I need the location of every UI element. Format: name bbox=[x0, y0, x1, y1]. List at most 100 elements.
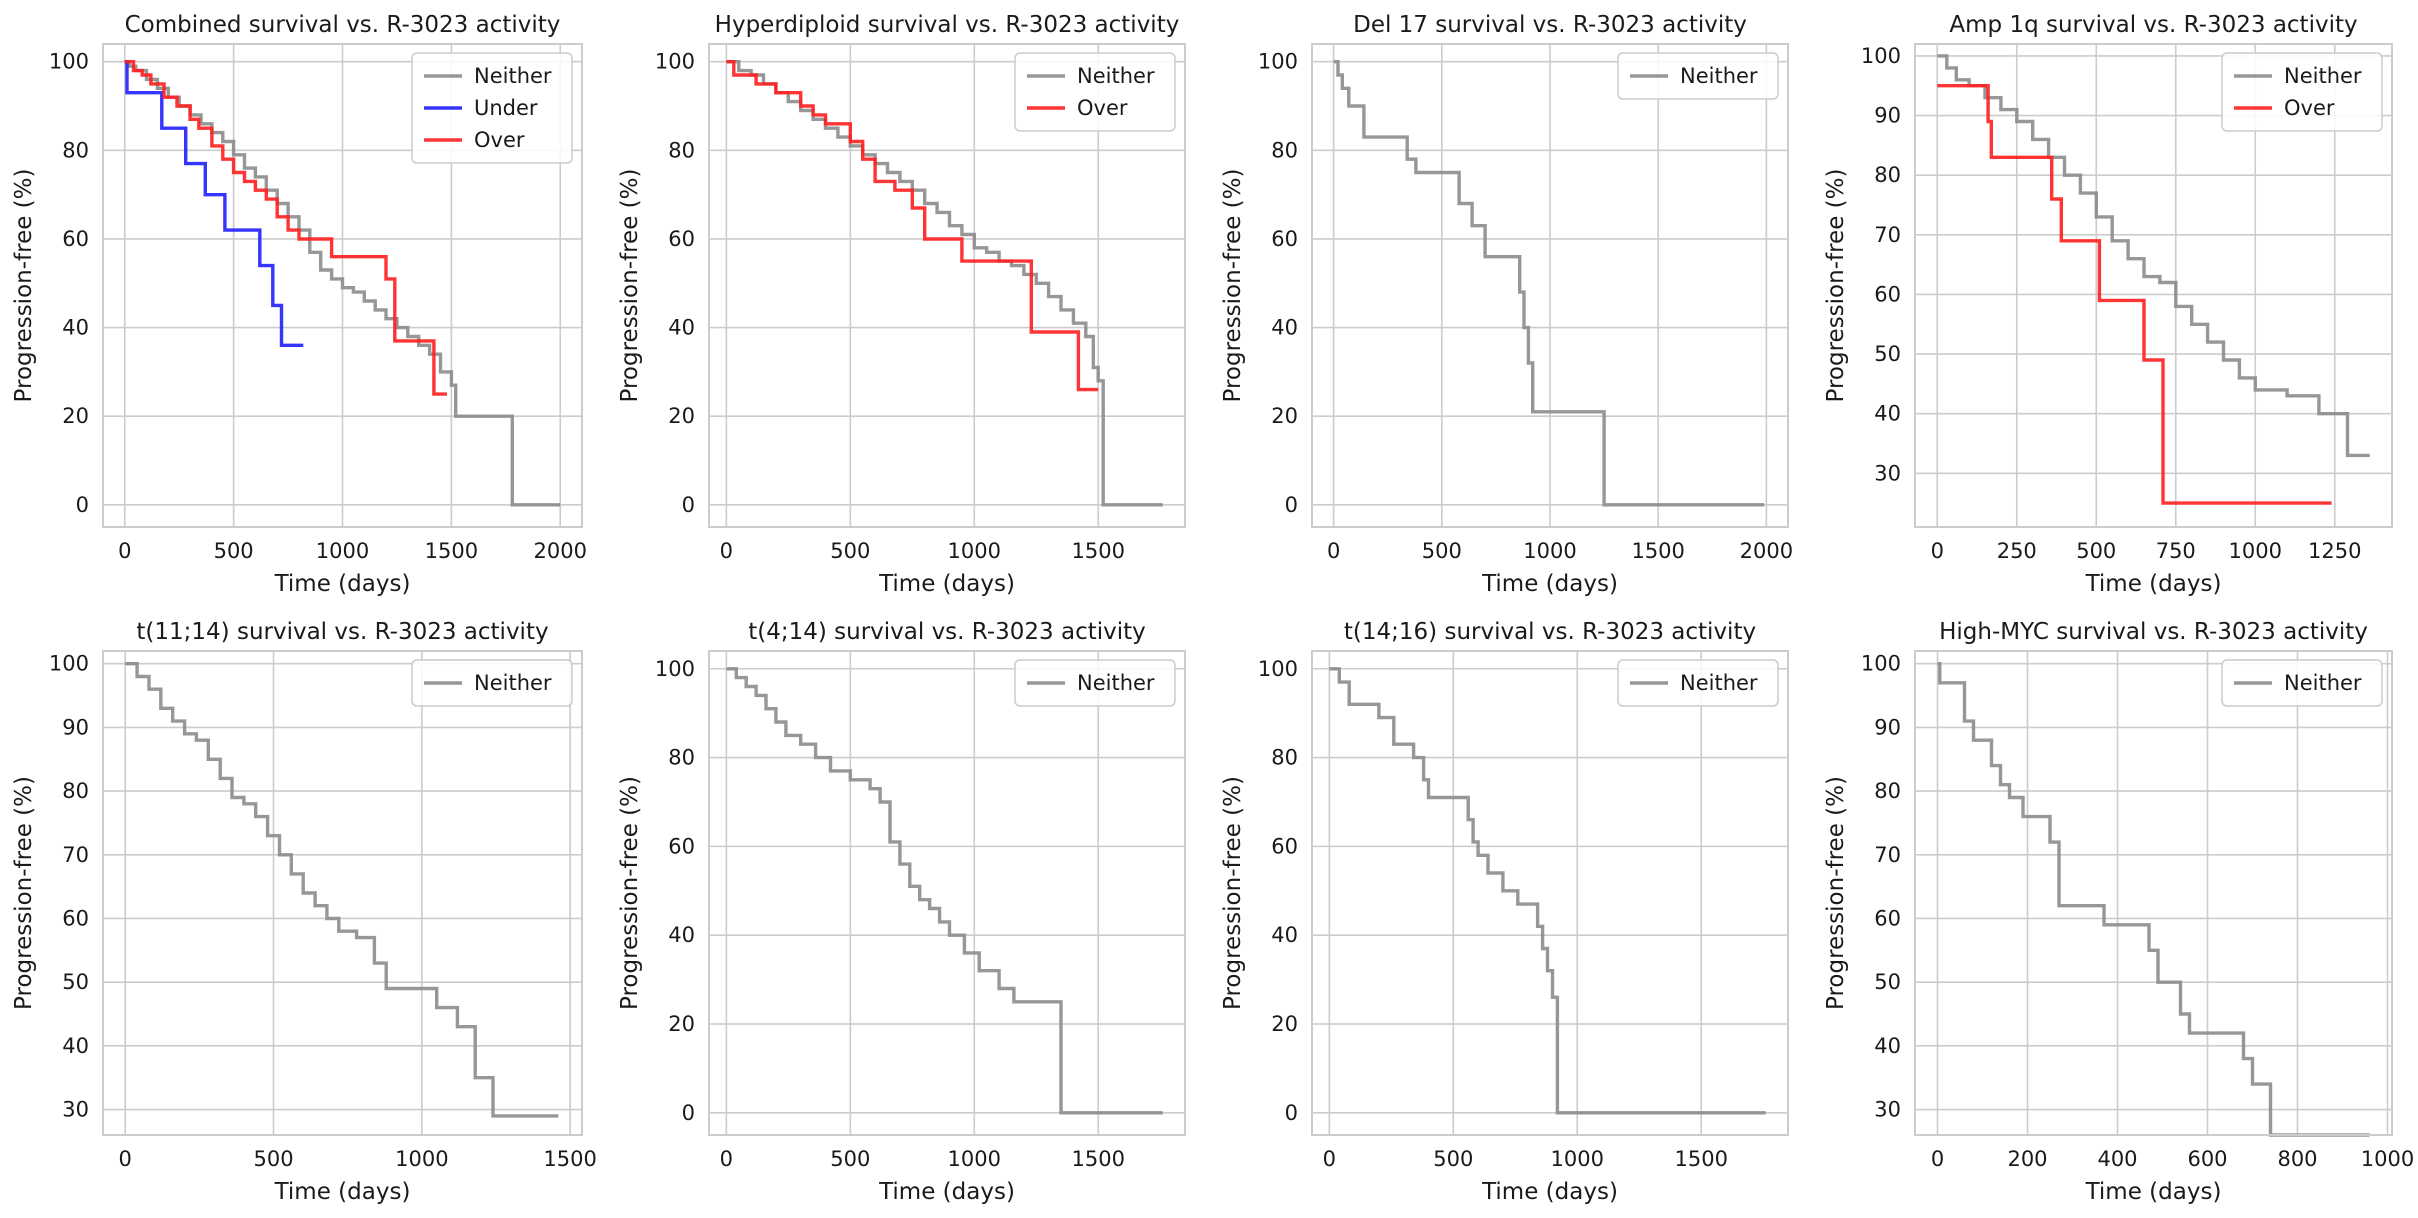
y-tick-label: 90 bbox=[1874, 715, 1901, 739]
y-tick-label: 60 bbox=[1271, 227, 1298, 251]
x-tick-label: 1500 bbox=[1675, 1147, 1728, 1171]
series-line-neither bbox=[726, 667, 1163, 1115]
y-tick-label: 100 bbox=[655, 50, 695, 74]
subplot-title: t(4;14) survival vs. R-3023 activity bbox=[748, 619, 1146, 645]
subplot-title: Amp 1q survival vs. R-3023 activity bbox=[1949, 12, 2357, 38]
y-tick-label: 100 bbox=[1861, 652, 1901, 676]
x-tick-label: 1500 bbox=[1072, 539, 1125, 563]
y-tick-label: 60 bbox=[1874, 906, 1901, 930]
y-tick-label: 80 bbox=[1271, 138, 1298, 162]
axes-frame bbox=[708, 43, 1186, 528]
y-tick-label: 50 bbox=[1874, 970, 1901, 994]
x-tick-label: 1000 bbox=[948, 1147, 1001, 1171]
y-tick-label: 40 bbox=[62, 316, 89, 340]
y-axis-label: Progression-free (%) bbox=[617, 776, 643, 1010]
y-tick-label: 80 bbox=[668, 746, 695, 770]
series-line-neither bbox=[1333, 60, 1765, 507]
series-line-under bbox=[124, 60, 304, 347]
y-axis-label: Progression-free (%) bbox=[1823, 169, 1849, 403]
legend-label: Neither bbox=[2284, 671, 2362, 695]
x-axis-label: Time (days) bbox=[2085, 1179, 2222, 1205]
series-line-neither bbox=[125, 662, 559, 1118]
legend-label: Neither bbox=[1077, 64, 1155, 88]
y-tick-label: 80 bbox=[1874, 779, 1901, 803]
y-tick-label: 100 bbox=[1258, 50, 1298, 74]
x-tick-label: 1000 bbox=[1523, 539, 1576, 563]
x-tick-label: 750 bbox=[2156, 539, 2196, 563]
y-tick-label: 50 bbox=[62, 970, 89, 994]
y-tick-label: 20 bbox=[1271, 404, 1298, 428]
legend-box bbox=[2221, 52, 2383, 132]
y-tick-label: 20 bbox=[668, 404, 695, 428]
y-axis-label: Progression-free (%) bbox=[1823, 776, 1849, 1010]
x-tick-label: 400 bbox=[2097, 1147, 2137, 1171]
series-line-neither bbox=[1937, 662, 2370, 1137]
legend-box bbox=[1014, 52, 1176, 132]
legend-label: Over bbox=[2284, 96, 2335, 120]
x-tick-label: 1500 bbox=[425, 539, 478, 563]
y-tick-label: 40 bbox=[668, 923, 695, 947]
y-tick-label: 40 bbox=[62, 1034, 89, 1058]
axes-frame bbox=[1914, 43, 2393, 528]
y-tick-label: 0 bbox=[682, 493, 695, 517]
x-tick-label: 0 bbox=[1327, 539, 1340, 563]
y-tick-label: 0 bbox=[1285, 1101, 1298, 1125]
y-tick-label: 100 bbox=[49, 652, 89, 676]
y-tick-label: 70 bbox=[1874, 843, 1901, 867]
x-tick-label: 1000 bbox=[395, 1147, 448, 1171]
x-tick-label: 0 bbox=[118, 539, 131, 563]
y-axis-label: Progression-free (%) bbox=[11, 169, 37, 403]
y-tick-label: 70 bbox=[62, 843, 89, 867]
y-tick-label: 30 bbox=[1874, 461, 1901, 485]
legend-label: Neither bbox=[2284, 64, 2362, 88]
x-tick-label: 1500 bbox=[543, 1147, 596, 1171]
axes-frame bbox=[102, 650, 583, 1136]
legend: Neither bbox=[1014, 659, 1176, 707]
x-tick-label: 0 bbox=[720, 539, 733, 563]
y-tick-label: 30 bbox=[62, 1098, 89, 1122]
y-axis-label: Progression-free (%) bbox=[617, 169, 643, 403]
series-line-over bbox=[726, 60, 1099, 392]
x-tick-label: 600 bbox=[2187, 1147, 2227, 1171]
y-tick-label: 60 bbox=[668, 834, 695, 858]
subplot-title: Combined survival vs. R-3023 activity bbox=[125, 12, 561, 38]
legend-box bbox=[2221, 659, 2383, 707]
y-tick-label: 20 bbox=[668, 1012, 695, 1036]
y-tick-label: 80 bbox=[668, 138, 695, 162]
y-tick-label: 60 bbox=[1271, 834, 1298, 858]
axes-frame bbox=[1311, 650, 1789, 1136]
y-tick-label: 0 bbox=[682, 1101, 695, 1125]
axes-frame bbox=[1311, 43, 1789, 528]
y-axis-label: Progression-free (%) bbox=[11, 776, 37, 1010]
legend-box bbox=[411, 659, 573, 707]
series-line-neither bbox=[1937, 54, 2370, 458]
subplot-title: Del 17 survival vs. R-3023 activity bbox=[1353, 12, 1747, 38]
y-tick-label: 40 bbox=[1271, 316, 1298, 340]
x-axis-label: Time (days) bbox=[1481, 1179, 1618, 1205]
y-axis-label: Progression-free (%) bbox=[1220, 169, 1246, 403]
y-tick-label: 0 bbox=[76, 493, 89, 517]
legend-box bbox=[1617, 659, 1779, 707]
x-tick-label: 500 bbox=[214, 539, 254, 563]
y-tick-label: 90 bbox=[1874, 104, 1901, 128]
x-tick-label: 1500 bbox=[1631, 539, 1684, 563]
y-tick-label: 100 bbox=[1861, 44, 1901, 68]
subplot-title: High-MYC survival vs. R-3023 activity bbox=[1939, 619, 2368, 645]
x-tick-label: 0 bbox=[1931, 1147, 1944, 1171]
y-tick-label: 70 bbox=[1874, 223, 1901, 247]
x-axis-label: Time (days) bbox=[878, 1179, 1015, 1205]
legend-box bbox=[411, 52, 573, 164]
y-tick-label: 50 bbox=[1874, 342, 1901, 366]
axes-frame bbox=[708, 650, 1186, 1136]
legend-label: Neither bbox=[1680, 671, 1758, 695]
x-tick-label: 500 bbox=[253, 1147, 293, 1171]
y-tick-label: 80 bbox=[62, 779, 89, 803]
x-tick-label: 500 bbox=[830, 1147, 870, 1171]
x-axis-label: Time (days) bbox=[274, 571, 411, 597]
legend: Neither Over bbox=[1014, 52, 1176, 132]
